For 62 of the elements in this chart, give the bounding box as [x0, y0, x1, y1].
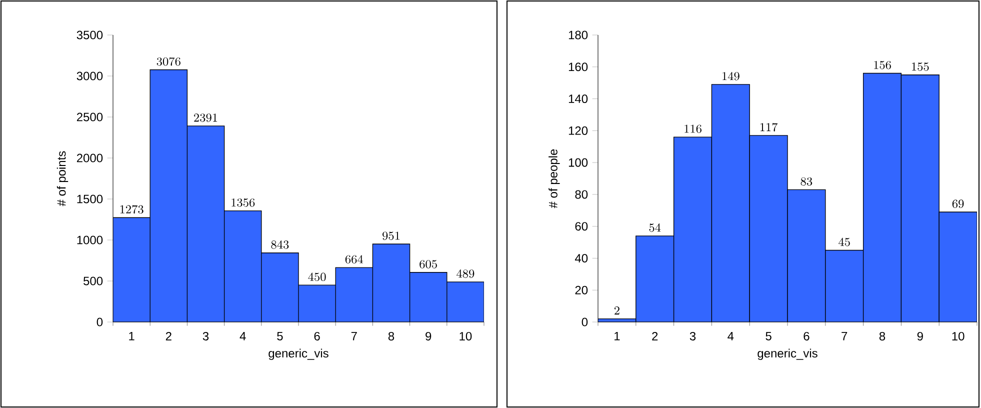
x-tick-label: 9 — [426, 332, 432, 340]
x-tick-label: 1 — [614, 332, 620, 340]
data-label: 1356 — [232, 198, 255, 207]
x-tick-label: 7 — [351, 332, 357, 340]
data-label: 2 — [614, 306, 620, 314]
y-tick-label: 60 — [575, 222, 588, 231]
y-tick-label: 20 — [575, 286, 588, 294]
data-label: 843 — [271, 240, 289, 249]
x-tick-label: 1 — [129, 332, 134, 340]
y-tick-label: 0 — [96, 318, 103, 326]
x-tick-label: 5 — [277, 332, 283, 340]
x-tick-label: 10 — [460, 332, 472, 340]
x-tick-label: 3 — [202, 332, 209, 340]
y-tick-label: 160 — [568, 62, 588, 72]
x-tick-label: 3 — [690, 332, 696, 340]
data-label: 951 — [382, 232, 400, 240]
x-tick-label: 4 — [240, 332, 246, 340]
y-tick-label: 80 — [575, 190, 588, 199]
y-axis-title: # of points — [56, 151, 68, 206]
data-label: 450 — [308, 272, 326, 282]
data-label: 3076 — [156, 57, 180, 66]
x-tick-label: 6 — [804, 332, 810, 340]
data-label: 2391 — [194, 114, 218, 122]
y-tick-label: 100 — [568, 158, 588, 167]
y-tick-label: 2000 — [76, 154, 103, 162]
data-label: 54 — [649, 223, 661, 232]
x-tick-label: 4 — [728, 332, 734, 340]
y-tick-label: 3500 — [76, 30, 103, 40]
data-label: 156 — [874, 60, 891, 70]
data-label: 83 — [800, 177, 812, 186]
x-tick-label: 5 — [766, 332, 772, 340]
y-tick-label: 1000 — [77, 236, 103, 244]
y-tick-label: 120 — [568, 126, 588, 135]
y-tick-label: 140 — [568, 94, 588, 104]
y-axis-title: # of people — [548, 149, 560, 208]
x-tick-label: 2 — [652, 332, 658, 340]
y-tick-label: 1500 — [77, 194, 103, 204]
x-tick-label: 7 — [842, 332, 848, 340]
x-axis-title: generic_vis — [268, 348, 328, 360]
data-label: 149 — [722, 72, 740, 80]
data-label: 116 — [684, 124, 702, 133]
y-tick-label: 2500 — [76, 112, 103, 122]
y-tick-label: 0 — [582, 318, 588, 326]
x-tick-label: 9 — [917, 332, 923, 340]
x-tick-label: 8 — [388, 332, 394, 340]
data-label: 155 — [912, 62, 929, 71]
data-label: 117 — [760, 123, 778, 132]
y-tick-label: 40 — [574, 254, 588, 262]
x-tick-label: 10 — [952, 332, 964, 340]
y-tick-label: 3000 — [76, 72, 103, 80]
x-tick-label: 2 — [166, 332, 172, 340]
data-label: 1273 — [120, 205, 144, 214]
data-label: 664 — [345, 255, 364, 264]
y-tick-label: 180 — [568, 30, 588, 40]
data-label: 605 — [420, 260, 437, 268]
x-tick-label: 6 — [314, 332, 320, 340]
x-axis-title: generic_vis — [758, 348, 818, 360]
data-label: 69 — [952, 200, 964, 208]
data-label: 45 — [838, 238, 850, 246]
data-label: 489 — [456, 269, 474, 278]
x-tick-label: 8 — [879, 332, 886, 340]
y-tick-label: 500 — [84, 276, 103, 286]
